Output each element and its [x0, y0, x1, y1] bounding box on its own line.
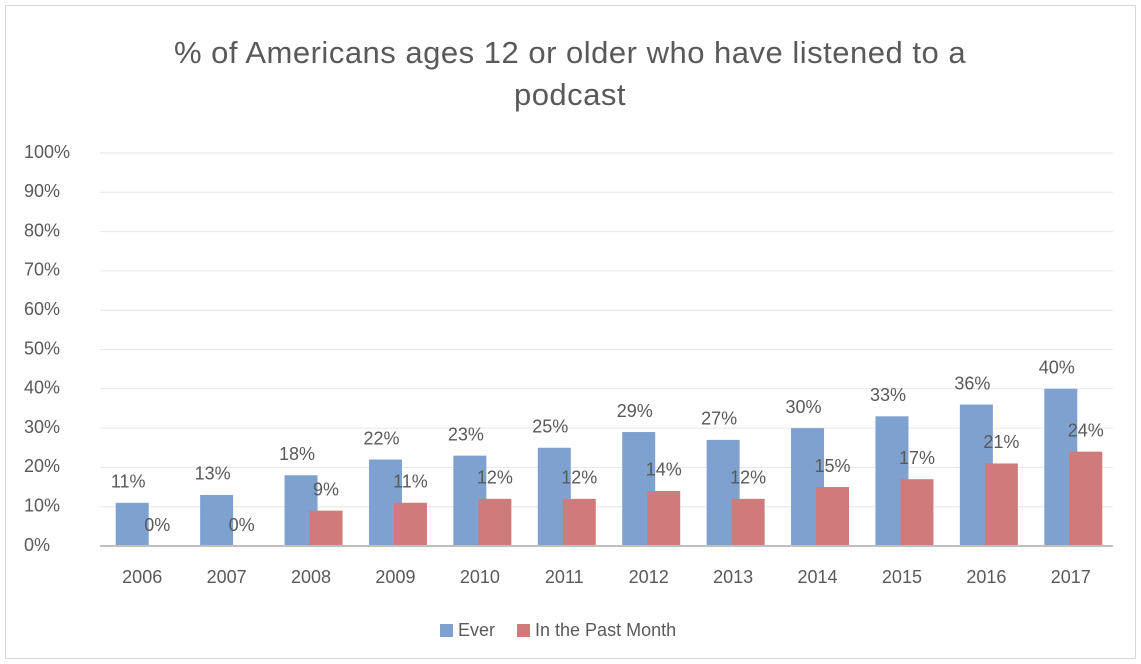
data-label: 12%: [561, 468, 597, 488]
y-tick-label: 60%: [24, 299, 60, 319]
y-tick-label: 20%: [24, 456, 60, 476]
x-tick-label: 2014: [798, 567, 838, 587]
data-label: 27%: [701, 409, 737, 429]
data-label: 11%: [393, 472, 428, 492]
data-label: 0%: [229, 515, 255, 535]
data-label: 12%: [477, 468, 513, 488]
data-label: 25%: [532, 417, 568, 437]
data-label: 40%: [1039, 358, 1075, 378]
y-tick-label: 30%: [24, 417, 60, 437]
y-tick-label: 90%: [24, 181, 60, 201]
data-label: 17%: [899, 448, 935, 468]
data-label: 36%: [954, 373, 990, 393]
data-label: 33%: [870, 385, 906, 405]
bar: [647, 490, 681, 546]
legend-label: Ever: [458, 620, 495, 640]
legend-swatch: [440, 624, 453, 637]
chart-title: % of Americans ages 12 or older who have…: [173, 35, 967, 112]
data-label: 12%: [730, 468, 766, 488]
bar: [900, 479, 934, 546]
data-label: 22%: [363, 428, 399, 448]
x-tick-label: 2015: [882, 567, 922, 587]
x-tick-label: 2011: [545, 567, 584, 587]
bar: [562, 498, 596, 546]
y-tick-label: 70%: [24, 260, 60, 280]
bar: [115, 502, 149, 546]
data-label: 29%: [617, 401, 653, 421]
data-label: 14%: [646, 460, 682, 480]
x-tick-label: 2006: [122, 567, 162, 587]
y-tick-label: 40%: [24, 378, 60, 398]
data-label: 18%: [279, 444, 315, 464]
chart-border: [5, 5, 1136, 659]
data-label: 13%: [195, 464, 231, 484]
y-tick-label: 50%: [24, 338, 60, 358]
bar: [309, 510, 343, 546]
data-label: 21%: [983, 432, 1019, 452]
data-label: 11%: [111, 472, 146, 492]
x-tick-label: 2013: [713, 567, 753, 587]
x-tick-label: 2010: [460, 567, 500, 587]
legend-label: In the Past Month: [535, 620, 676, 640]
legend-swatch: [517, 624, 531, 637]
y-tick-label: 0%: [24, 535, 50, 555]
x-tick-label: 2017: [1051, 567, 1091, 587]
data-label: 9%: [313, 479, 339, 499]
data-label: 24%: [1068, 420, 1104, 440]
y-tick-label: 10%: [24, 495, 60, 515]
x-tick-label: 2016: [966, 567, 1006, 587]
data-label: 15%: [815, 456, 851, 476]
bar: [816, 487, 850, 546]
x-tick-label: 2009: [375, 567, 415, 587]
x-tick-label: 2012: [629, 567, 669, 587]
bar: [731, 498, 765, 546]
x-tick-label: 2007: [207, 567, 247, 587]
data-label: 23%: [448, 424, 484, 444]
data-label: 0%: [144, 515, 170, 535]
bar: [984, 463, 1018, 546]
x-tick-label: 2008: [291, 567, 331, 587]
bar: [200, 494, 234, 546]
bar: [393, 502, 427, 546]
bar: [1069, 451, 1103, 546]
bar: [478, 498, 512, 546]
data-label: 30%: [786, 397, 822, 417]
y-tick-label: 100%: [24, 142, 70, 162]
y-tick-label: 80%: [24, 220, 60, 240]
